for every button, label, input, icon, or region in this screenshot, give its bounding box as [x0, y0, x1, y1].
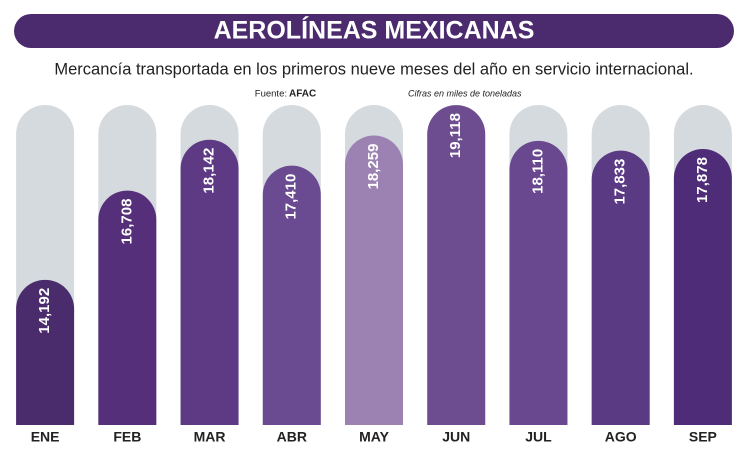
- source-label: Fuente:: [255, 89, 287, 100]
- x-tick-label: AGO: [605, 429, 637, 445]
- source: AFAC: [289, 89, 316, 100]
- value-label: 17,833: [612, 159, 629, 205]
- title-banner: [14, 14, 734, 48]
- bar: [16, 279, 75, 425]
- bar: [262, 165, 321, 425]
- bar: [673, 149, 732, 426]
- x-tick-label: ABR: [277, 429, 307, 445]
- note: Cifras en miles de toneladas: [408, 88, 522, 98]
- value-label: 18,259: [365, 144, 382, 190]
- value-label: 19,118: [447, 113, 464, 158]
- bar: [98, 190, 157, 425]
- value-label: 18,142: [201, 148, 218, 194]
- chart-title: AEROLÍNEAS MEXICANAS: [214, 16, 535, 45]
- bar: [591, 150, 650, 425]
- x-tick-label: ENE: [31, 429, 60, 445]
- bar: [345, 135, 403, 425]
- bar: [180, 139, 239, 426]
- x-tick-label: JUN: [442, 429, 470, 445]
- x-tick-label: SEP: [689, 429, 717, 445]
- value-label: 14,192: [36, 288, 53, 334]
- bar: [427, 105, 486, 426]
- chart-subtitle: Mercancía transportada en los primeros n…: [54, 60, 693, 78]
- value-label: 18,110: [529, 149, 546, 194]
- value-label: 16,708: [118, 199, 135, 245]
- x-tick-label: JUL: [525, 429, 552, 445]
- value-label: 17,410: [283, 174, 300, 220]
- x-tick-label: MAY: [359, 429, 389, 445]
- value-label: 17,878: [694, 157, 711, 203]
- bar: [509, 140, 568, 425]
- x-tick-label: FEB: [113, 429, 141, 445]
- x-tick-label: MAR: [194, 429, 226, 445]
